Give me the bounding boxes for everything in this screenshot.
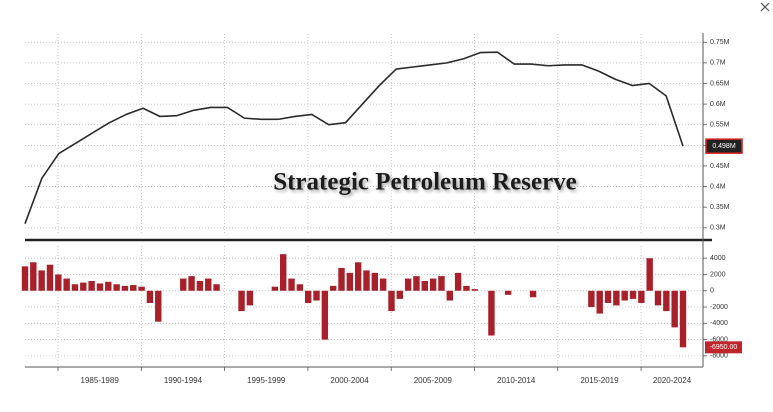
y-tick-label: 2000	[710, 271, 726, 278]
bar	[146, 290, 154, 303]
bar	[105, 281, 112, 291]
bar	[463, 285, 470, 291]
bar	[288, 278, 295, 291]
last-value-box	[705, 341, 742, 354]
x-tick-label: 1990-1994	[164, 376, 203, 385]
y-tick-label: -8000	[710, 353, 728, 360]
bar	[188, 276, 195, 291]
bar	[529, 290, 537, 298]
bar	[429, 278, 437, 291]
bar	[504, 290, 512, 295]
bar	[629, 290, 637, 299]
x-tick-label: 2020-2024	[653, 376, 692, 385]
x-tick-label: 2010-2014	[497, 376, 536, 385]
bar	[663, 290, 670, 312]
bar	[88, 280, 95, 291]
bar	[438, 276, 445, 291]
y-tick-label: 0.6M	[710, 101, 726, 108]
y-tick-label: 0.65M	[710, 80, 730, 87]
bar	[271, 286, 279, 291]
y-tick-label: 0.3M	[710, 225, 726, 232]
bar	[71, 284, 79, 291]
bar	[180, 278, 187, 291]
bar	[588, 290, 595, 308]
bar	[196, 280, 204, 291]
close-button[interactable]	[756, 0, 773, 15]
bar	[238, 290, 245, 312]
bar	[413, 276, 420, 291]
bar	[404, 278, 412, 291]
bar	[55, 274, 62, 291]
y-tick-label: 0.35M	[710, 204, 730, 211]
line-series	[24, 51, 684, 224]
x-tick-label: 2005-2009	[414, 376, 453, 385]
bar	[313, 290, 320, 301]
bar	[671, 290, 678, 328]
bar	[379, 278, 387, 291]
chart-title: Strategic Petroleum Reserve	[273, 169, 577, 196]
bar	[321, 290, 329, 340]
bar	[38, 270, 45, 291]
bar	[596, 290, 603, 314]
bar	[155, 290, 162, 322]
bar	[388, 290, 395, 312]
y-tick-label: 4000	[710, 255, 726, 262]
bar	[63, 278, 70, 291]
bar	[621, 290, 628, 301]
bar	[679, 290, 687, 348]
bar	[471, 289, 478, 291]
bar	[329, 285, 337, 291]
bar	[304, 290, 312, 303]
bar	[246, 290, 254, 306]
x-tick-label: 1985-1989	[81, 376, 120, 385]
bar	[130, 285, 137, 291]
bar	[96, 283, 104, 291]
bar	[421, 280, 428, 291]
bar	[46, 264, 54, 291]
y-tick-label: 0.4M	[710, 183, 726, 190]
bar	[80, 282, 87, 291]
bar	[613, 290, 620, 306]
bar	[280, 254, 287, 291]
bar	[363, 270, 370, 291]
y-tick-label: 0.75M	[710, 39, 730, 46]
x-tick-label: 1995-1999	[247, 376, 286, 385]
bar	[205, 278, 212, 291]
x-tick-label: 2000-2004	[330, 376, 369, 385]
y-tick-label: -4000	[710, 320, 728, 327]
y-tick-label: 0.7M	[710, 60, 726, 67]
bar	[654, 290, 662, 306]
bar	[446, 290, 453, 301]
bar	[21, 266, 29, 291]
y-tick-label: -2000	[710, 304, 728, 311]
bar	[213, 284, 220, 291]
bar	[338, 267, 345, 291]
bar	[121, 285, 129, 291]
close-icon[interactable]	[760, 2, 770, 12]
bar	[354, 262, 362, 291]
y-tick-label: 0	[710, 288, 714, 295]
bar	[113, 284, 120, 291]
bar	[638, 290, 645, 303]
bar	[396, 290, 404, 299]
y-tick-label: 0.55M	[710, 122, 730, 129]
last-value-label: -6950.00	[710, 344, 738, 351]
bar	[30, 262, 37, 291]
bar	[346, 272, 354, 291]
x-tick-label: 2015-2019	[580, 376, 619, 385]
bar	[454, 272, 462, 291]
last-value-label: 0.498M	[712, 143, 736, 150]
bar	[138, 286, 145, 291]
bar	[488, 290, 495, 336]
last-value-box	[705, 138, 743, 154]
bar	[296, 284, 304, 291]
bar	[371, 272, 379, 291]
bar	[604, 290, 612, 303]
y-tick-label: 0.45M	[710, 163, 730, 170]
y-tick-label: -6000	[710, 336, 728, 343]
bar	[646, 258, 653, 291]
